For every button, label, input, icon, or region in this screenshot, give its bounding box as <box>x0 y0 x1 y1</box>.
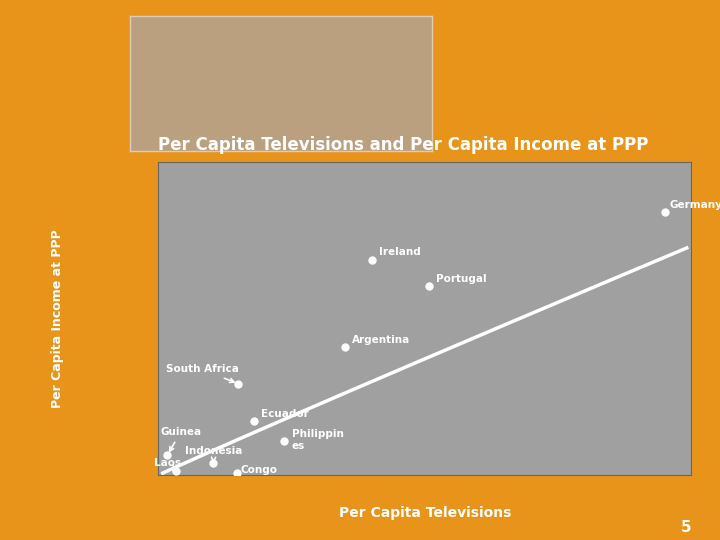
Point <box>339 343 351 352</box>
Text: Laos: Laos <box>154 458 181 471</box>
Point <box>248 417 260 426</box>
X-axis label: Per Capita Televisions: Per Capita Televisions <box>338 505 511 519</box>
Point <box>231 468 243 477</box>
Point <box>279 437 290 445</box>
Text: Ireland: Ireland <box>379 247 420 257</box>
Text: Ecuador: Ecuador <box>261 409 308 419</box>
Point <box>423 282 435 291</box>
Text: Per Capita Income at PPP: Per Capita Income at PPP <box>51 229 64 408</box>
Text: South Africa: South Africa <box>166 364 238 382</box>
Point <box>659 208 670 217</box>
Text: Portugal: Portugal <box>436 274 487 284</box>
Text: 5: 5 <box>680 519 691 535</box>
Text: Per Capita Televisions and Per Capita Income at PPP: Per Capita Televisions and Per Capita In… <box>158 136 649 154</box>
Text: Philippin: Philippin <box>292 429 343 440</box>
Point <box>233 380 244 388</box>
Text: Argentina: Argentina <box>352 335 410 345</box>
Point <box>161 451 173 460</box>
Text: Indonesia: Indonesia <box>185 446 243 462</box>
Point <box>171 467 182 476</box>
Text: es: es <box>292 441 305 451</box>
Point <box>366 255 377 264</box>
Point <box>207 459 219 468</box>
Text: Guinea: Guinea <box>160 427 202 451</box>
Text: Germany: Germany <box>670 200 720 210</box>
Text: Congo: Congo <box>240 464 277 475</box>
